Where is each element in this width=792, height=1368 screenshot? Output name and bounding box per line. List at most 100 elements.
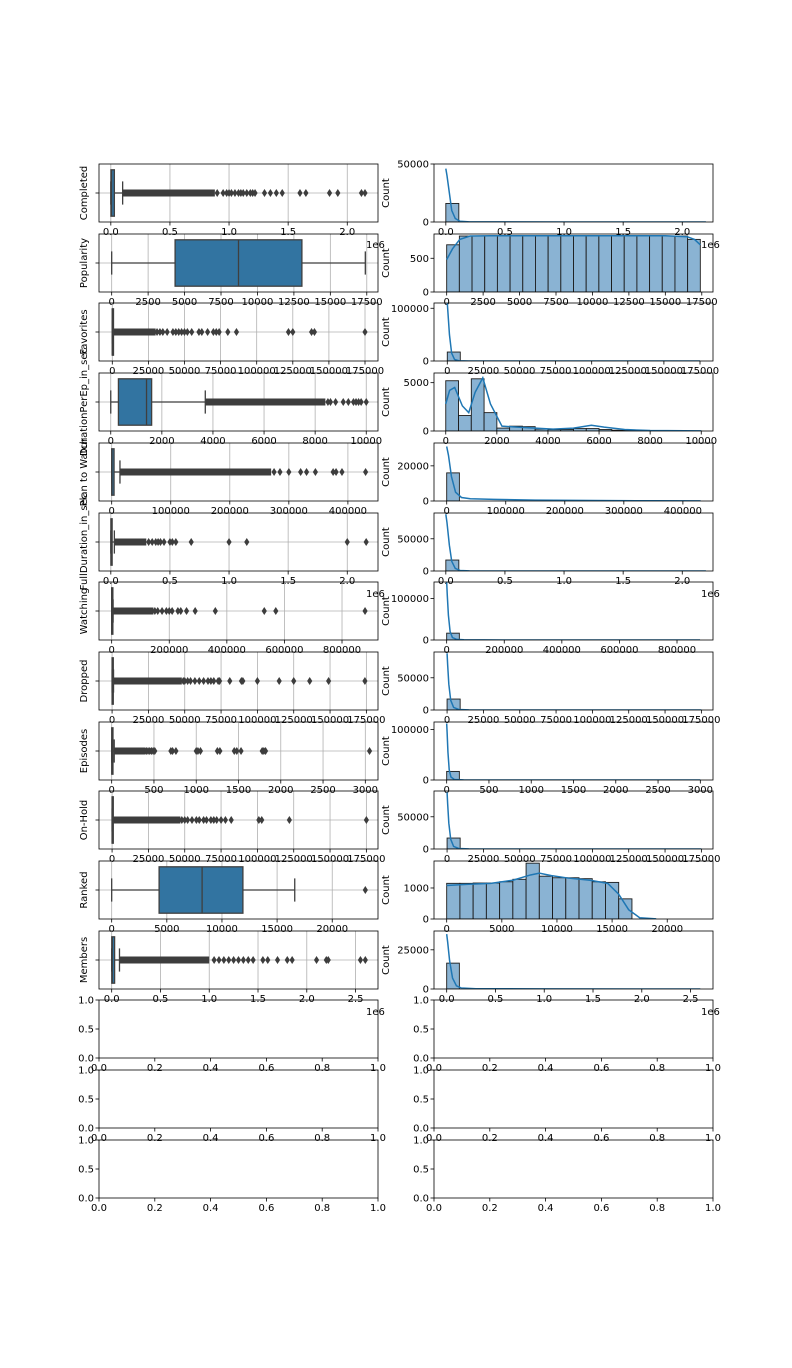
x-tick-label: 20000 — [316, 924, 348, 935]
x-tick-label: 175000 — [681, 366, 719, 377]
outlier-point — [152, 747, 158, 755]
outlier-point — [291, 677, 297, 685]
outlier-point — [149, 538, 155, 546]
outlier-point — [154, 328, 160, 336]
y-axis-label: Members — [79, 937, 90, 983]
y-axis-label: Count — [381, 387, 392, 417]
y-axis-label: Watching — [79, 588, 90, 635]
outlier-point — [182, 816, 188, 824]
x-tick-label: 50000 — [169, 715, 201, 726]
outlier-point — [303, 468, 310, 476]
outlier-band — [112, 816, 181, 824]
outlier-point — [271, 468, 277, 476]
x-tick-label: 200000 — [211, 506, 249, 517]
histogram-bar — [485, 882, 501, 919]
x-tick-label: 0.5 — [162, 576, 178, 587]
x-tick-label: 0.0 — [103, 227, 119, 238]
histogram-bar — [552, 877, 567, 919]
axes-frame — [433, 512, 714, 572]
x-tick-label: 2.0 — [634, 994, 650, 1005]
x-tick-label: 0 — [109, 854, 115, 865]
x-tick-label: 100000 — [487, 506, 525, 517]
outlier-band — [205, 398, 326, 406]
x-tick-label: 8000 — [302, 436, 327, 447]
outlier-point — [261, 189, 268, 197]
x-tick-label: 3000 — [353, 785, 378, 796]
outlier-point — [227, 677, 233, 685]
x-tick-label: 5000 — [489, 924, 514, 935]
x-tick-label: 75000 — [205, 715, 237, 726]
x-tick-label: 0.0 — [426, 1133, 442, 1144]
kde-line — [445, 723, 701, 780]
outlier-point — [155, 607, 161, 615]
histogram-bar — [573, 235, 587, 292]
x-tick-label: 75000 — [540, 854, 572, 865]
x-tick-label: 0.8 — [649, 1063, 665, 1074]
outlier-point — [362, 886, 368, 894]
outlier-point — [307, 677, 313, 685]
x-tick-label: 600000 — [600, 645, 638, 656]
histogram-bar — [499, 881, 514, 919]
axis-scale-label: 1e6 — [701, 1007, 720, 1018]
outlier-point — [273, 189, 279, 197]
plot-area — [446, 792, 702, 849]
outlier-point — [363, 468, 369, 476]
x-tick-label: 0.6 — [258, 1133, 274, 1144]
outlier-band — [114, 538, 147, 546]
x-tick-label: 0.8 — [314, 1133, 330, 1144]
x-tick-label: 1.0 — [556, 227, 572, 238]
x-tick-label: 5000 — [154, 924, 179, 935]
y-tick-label: 0.0 — [413, 1124, 429, 1135]
outlier-point — [362, 677, 368, 685]
histogram-bar — [611, 235, 625, 292]
outlier-point — [163, 607, 169, 615]
x-tick-label: 4000 — [535, 436, 560, 447]
axes-frame — [433, 581, 714, 641]
x-tick-label: 50000 — [169, 366, 201, 377]
outlier-point — [357, 956, 364, 964]
outlier-point — [201, 816, 207, 824]
x-tick-label: 10000 — [206, 924, 238, 935]
x-tick-label: 125000 — [609, 366, 647, 377]
iqr-box — [158, 866, 244, 914]
outlier-point — [261, 607, 267, 615]
subplot-1-box: 0.0 0.5 1.0 1.5 2.0 Completed 1e6 — [79, 163, 385, 251]
outlier-point — [345, 398, 351, 406]
y-tick-label: 0.5 — [413, 1025, 429, 1036]
x-tick-label: 150000 — [646, 854, 684, 865]
axes-frame — [98, 999, 379, 1059]
x-tick-label: 2.0 — [339, 576, 355, 587]
subplot-21-box: 0 5000 10000 15000 20000 Ranked — [79, 860, 379, 935]
x-tick-label: 100000 — [573, 366, 611, 377]
x-tick-label: 100000 — [238, 854, 276, 865]
outlier-point — [327, 398, 334, 406]
x-tick-label: 25000 — [468, 715, 500, 726]
y-tick-label: 0.0 — [78, 1124, 94, 1135]
histogram-bar — [618, 898, 633, 919]
outlier-band — [119, 956, 210, 964]
x-tick-label: 0.4 — [538, 1203, 554, 1214]
x-tick-label: 75000 — [540, 715, 572, 726]
x-tick-label: 0.8 — [649, 1203, 665, 1214]
y-axis-label: Count — [381, 527, 392, 557]
outlier-point — [203, 816, 210, 824]
y-tick-label: 0.5 — [413, 1095, 429, 1106]
outlier-point — [185, 677, 191, 685]
outlier-band — [113, 607, 154, 615]
x-tick-label: 0.8 — [649, 1133, 665, 1144]
outlier-point — [279, 189, 285, 197]
x-tick-label: 25000 — [133, 854, 165, 865]
outlier-point — [226, 956, 232, 964]
outlier-point — [220, 189, 226, 197]
y-tick-label: 0 — [423, 985, 429, 996]
outlier-point — [169, 607, 175, 615]
x-tick-label: 1.5 — [280, 576, 296, 587]
x-tick-label: 400000 — [664, 506, 702, 517]
x-tick-label: 125000 — [275, 854, 313, 865]
histogram-bar — [687, 238, 701, 292]
outlier-point — [244, 189, 250, 197]
outlier-point — [173, 538, 179, 546]
y-axis-label: Ranked — [79, 871, 90, 908]
